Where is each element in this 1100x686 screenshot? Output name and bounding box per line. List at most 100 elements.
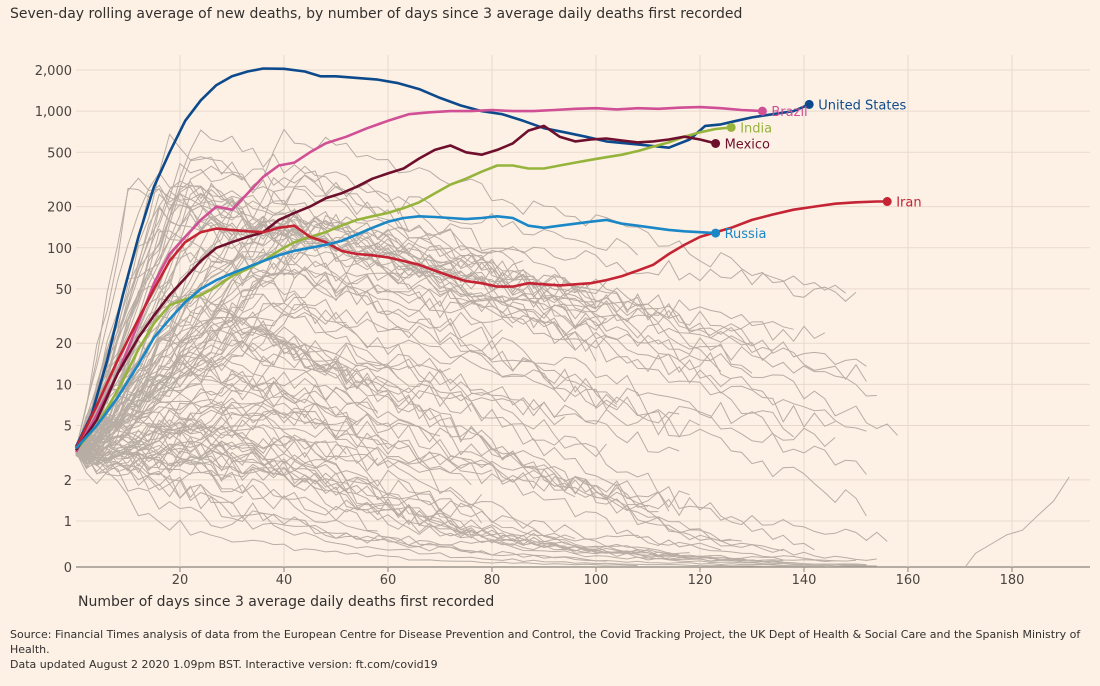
background-country-line [75, 214, 867, 452]
background-country-line [75, 165, 243, 455]
background-country-line [75, 217, 659, 453]
background-country-line [75, 213, 794, 454]
background-country-line [75, 277, 264, 451]
background-country-line [75, 225, 794, 457]
y-tick-label: 100 [47, 242, 72, 257]
x-tick-label: 120 [688, 573, 713, 588]
background-country-line [75, 316, 742, 542]
background-country-line [75, 268, 514, 449]
series-line-russia [75, 215, 716, 450]
background-country-line [75, 418, 690, 509]
background-country-line [75, 285, 732, 542]
y-tick-label: 200 [47, 201, 72, 216]
background-country-line [75, 367, 701, 459]
series-line-india [75, 126, 732, 452]
country-label-india: India [740, 121, 772, 136]
y-tick-label: 1 [64, 515, 72, 530]
background-country-line [75, 212, 826, 456]
background-country-line [75, 406, 389, 456]
series-endpoint-brazil [757, 106, 767, 116]
background-country-line [75, 435, 742, 562]
x-tick-label: 140 [792, 573, 817, 588]
background-country-line [75, 455, 482, 553]
y-tick-label: 2,000 [35, 64, 72, 79]
highlighted-country-lines [74, 67, 892, 453]
background-country-line [964, 476, 1070, 568]
country-label-brazil: Brazil [771, 105, 807, 120]
background-country-line [75, 429, 274, 476]
x-axis-label: Number of days since 3 average daily dea… [78, 594, 495, 610]
background-country-line [75, 162, 409, 449]
background-country-line [75, 272, 607, 461]
source-text: Source: Financial Times analysis of data… [10, 628, 1081, 656]
background-country-line [75, 171, 753, 451]
background-country-line [75, 248, 732, 454]
background-country-line [75, 402, 358, 464]
background-country-lines [75, 128, 1070, 568]
background-country-line [75, 444, 825, 567]
background-country-line [75, 336, 576, 498]
y-tick-label: 500 [47, 146, 72, 161]
background-country-line [75, 129, 898, 447]
background-country-line [75, 355, 378, 453]
y-tick-label: 5 [64, 420, 72, 435]
y-tick-label: 1,000 [35, 105, 72, 120]
y-tick-label: 2 [64, 474, 72, 489]
background-country-line [75, 389, 243, 458]
chart-title: Seven-day rolling average of new deaths,… [10, 6, 743, 22]
background-country-line [75, 341, 389, 462]
series-line-brazil [74, 105, 763, 453]
x-tick-label: 180 [1000, 573, 1025, 588]
y-tick-label: 50 [55, 283, 72, 298]
background-country-line [75, 171, 774, 456]
background-country-line [75, 193, 877, 447]
axis-tick-labels: 0 1 2 5 10 20 50 100 200 500 1,000 2,000 20 40 60 80 100… [35, 64, 1025, 588]
background-country-line [75, 187, 722, 450]
x-tick-label: 100 [584, 573, 609, 588]
series-endpoint-mexico [711, 138, 721, 148]
background-country-line [75, 432, 721, 551]
background-country-line [75, 223, 753, 453]
background-country-line [75, 293, 680, 453]
background-country-line [75, 217, 836, 456]
grid-layer [76, 55, 1090, 572]
series-endpoint-russia [711, 228, 721, 238]
x-tick-label: 160 [896, 573, 921, 588]
background-country-line [75, 314, 607, 458]
y-tick-label: 20 [55, 337, 72, 352]
data-updated-text: Data updated August 2 2020 1.09pm BST. I… [10, 658, 438, 671]
background-country-line [75, 447, 784, 563]
background-country-line [75, 450, 867, 566]
background-country-line [75, 220, 597, 447]
x-tick-label: 40 [276, 573, 293, 588]
country-label-mexico: Mexico [725, 137, 770, 152]
background-country-line [75, 266, 867, 517]
background-country-line [75, 184, 493, 447]
y-tick-label: 0 [64, 561, 72, 576]
background-country-line [75, 298, 867, 475]
background-country-line [75, 320, 566, 453]
series-endpoint-iran [882, 197, 892, 207]
background-country-line [75, 455, 243, 505]
source-note: Source: Financial Times analysis of data… [10, 627, 1090, 672]
background-country-line [75, 448, 857, 563]
background-country-line [75, 451, 638, 567]
background-country-line [75, 230, 815, 551]
background-country-line [75, 448, 607, 562]
background-country-line [75, 307, 358, 448]
background-country-line [75, 451, 877, 567]
background-country-line [75, 250, 503, 452]
country-label-russia: Russia [725, 227, 767, 242]
background-country-line [75, 342, 472, 452]
series-endpoint-united-states [804, 99, 814, 109]
background-country-line [75, 182, 867, 450]
background-country-line [75, 165, 493, 448]
series-line-united-states [74, 67, 810, 448]
background-country-line [75, 421, 483, 524]
series-line-mexico [74, 124, 716, 451]
series-endpoint-india [726, 122, 736, 132]
country-label-united-states: United States [818, 98, 906, 113]
background-country-line [75, 180, 306, 447]
